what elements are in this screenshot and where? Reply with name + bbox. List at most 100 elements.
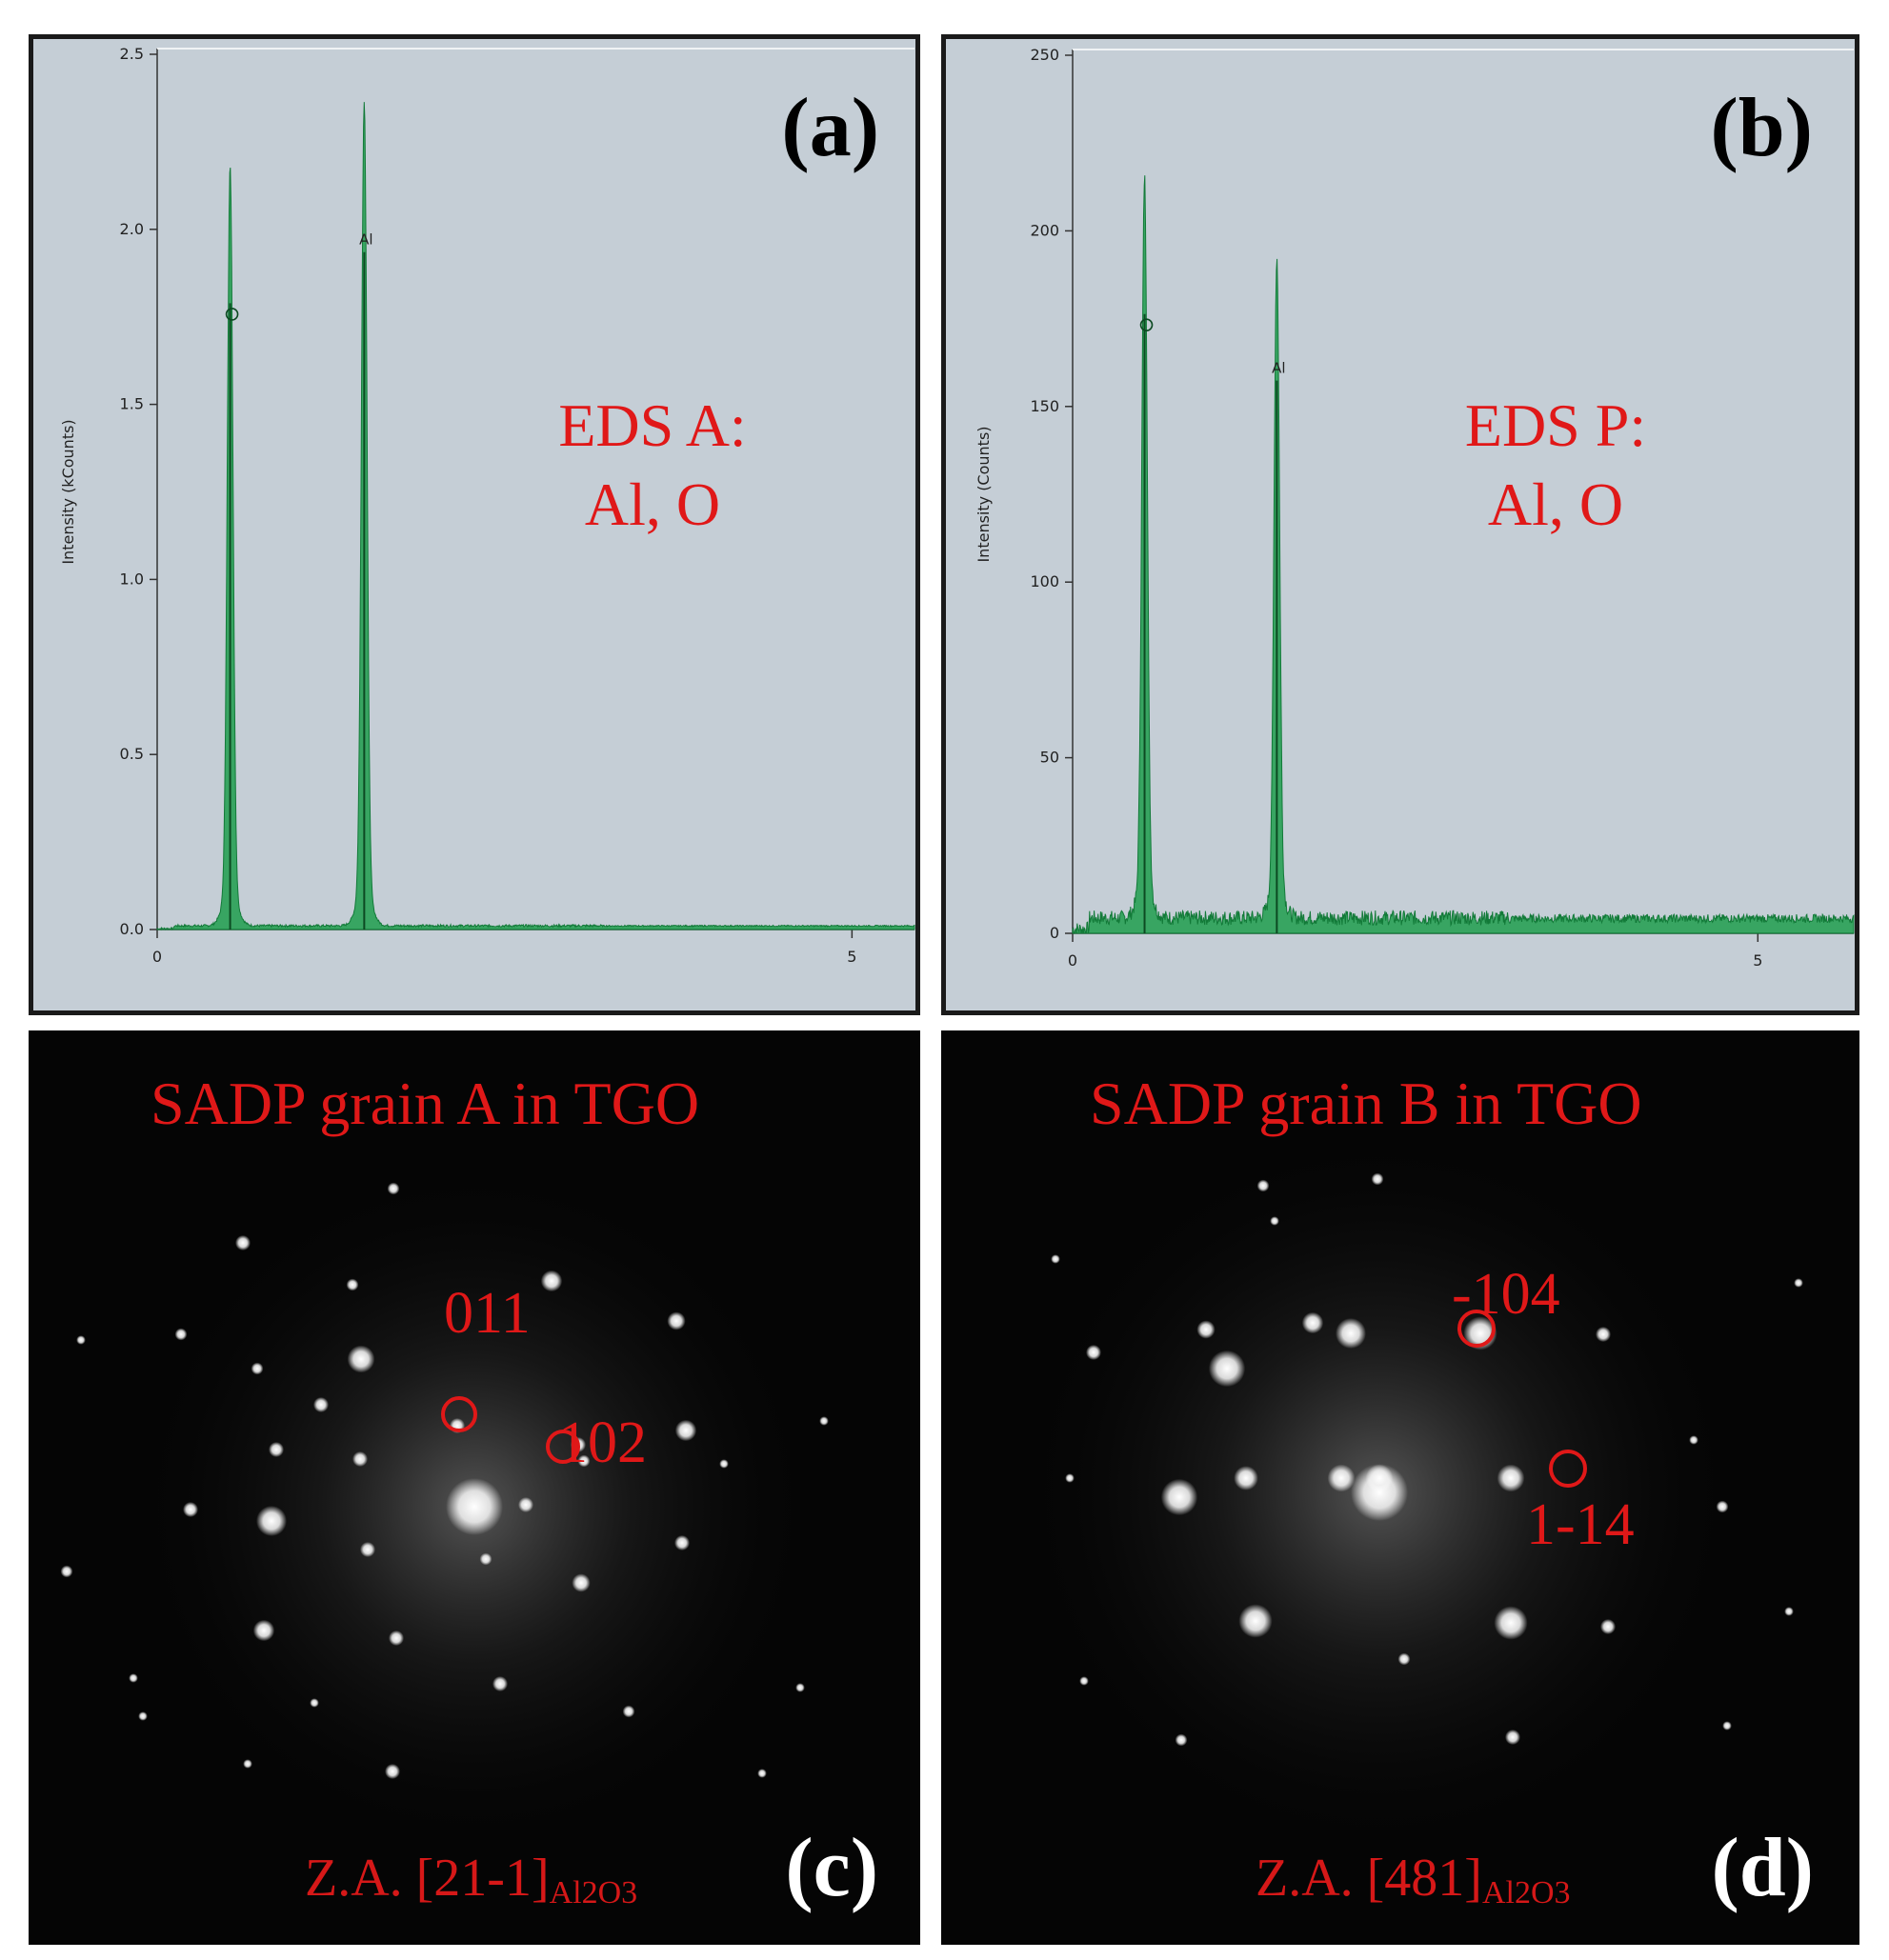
diffraction-spot <box>1086 1345 1101 1360</box>
diffraction-spot <box>129 1673 138 1683</box>
spot-label-1minus14: 1-14 <box>1526 1492 1635 1557</box>
diffraction-spot <box>256 1506 287 1536</box>
sadp-title-c: SADP grain A in TGO <box>151 1070 700 1137</box>
diffraction-spot <box>1505 1730 1520 1745</box>
spot-label-011: 011 <box>444 1281 531 1346</box>
diffraction-spot <box>243 1759 252 1769</box>
diffraction-spot <box>1716 1500 1729 1513</box>
diffraction-spot <box>1371 1172 1384 1186</box>
y-tick-label: 200 <box>1030 221 1059 239</box>
diffraction-spot <box>313 1397 329 1412</box>
diffraction-spot <box>174 1328 188 1341</box>
diffraction-pattern-c <box>60 1164 829 1850</box>
diffraction-spot <box>1336 1318 1366 1349</box>
diffraction-spot <box>1722 1721 1732 1730</box>
diffraction-spot <box>1784 1607 1794 1616</box>
y-tick-label: 0.0 <box>120 920 144 938</box>
zone-axis-c-text: Z.A. [21-1] <box>305 1849 550 1908</box>
diffraction-spot <box>1794 1278 1803 1288</box>
diffraction-spot <box>1494 1606 1528 1640</box>
diffraction-spot <box>674 1419 697 1442</box>
y-tick-label: 2.5 <box>120 45 144 63</box>
y-tick-label: 100 <box>1030 572 1059 590</box>
zone-axis-c-sub: Al2O3 <box>549 1875 638 1910</box>
indexed-spot-circle <box>546 1430 580 1464</box>
eds-chart-b: 0 50 100 150 200 250 0 5 Intensity (Counts) Al <box>975 46 1855 970</box>
diffraction-spot <box>1397 1652 1411 1666</box>
diffraction-spot <box>60 1565 73 1578</box>
x-tick-label: 5 <box>847 948 856 966</box>
diffraction-spot <box>1238 1604 1273 1638</box>
diffraction-spot <box>252 1619 275 1642</box>
diffraction-spot <box>1234 1466 1258 1490</box>
diffraction-spot <box>572 1573 591 1592</box>
diffraction-spot <box>667 1311 686 1330</box>
y-tick-label: 1.0 <box>120 570 144 588</box>
diffraction-spot <box>310 1698 319 1708</box>
panel-tag-b: (b) <box>1710 82 1813 174</box>
indexed-spot-circle <box>441 1396 477 1432</box>
diffraction-spot <box>183 1502 198 1517</box>
diffraction-spot <box>1196 1320 1216 1339</box>
diffraction-spot <box>577 1454 591 1468</box>
y-tick-label: 1.5 <box>120 395 144 413</box>
sadp-title-d: SADP grain B in TGO <box>1090 1070 1642 1137</box>
diffraction-spot <box>1175 1733 1188 1747</box>
y-axis-label: Intensity (Counts) <box>975 426 993 562</box>
peak-label-al: Al <box>359 231 372 249</box>
central-beam-spot <box>446 1478 503 1535</box>
diffraction-spot <box>1497 1464 1525 1492</box>
diffraction-spot <box>347 1345 375 1373</box>
y-tick-label: 250 <box>1030 46 1059 64</box>
spectrum-series <box>156 102 915 931</box>
diffraction-spot <box>674 1535 690 1550</box>
x-tick-label: 0 <box>152 948 162 966</box>
eds-chart-a: 0.0 0.5 1.0 1.5 2.0 2.5 0 5 Intensity (kCounts) A… <box>59 45 915 966</box>
diffraction-spot <box>1689 1435 1698 1445</box>
y-tick-label: 0.5 <box>120 745 144 763</box>
diffraction-spot <box>1327 1464 1356 1492</box>
peak-marker-o <box>225 308 239 321</box>
indexed-spot-circle <box>1457 1310 1496 1348</box>
diffraction-spot <box>540 1270 563 1292</box>
diffraction-spot <box>346 1278 359 1291</box>
diffraction-spot <box>1365 1464 1394 1492</box>
diffraction-spot <box>1270 1216 1279 1226</box>
y-tick-label: 150 <box>1030 397 1059 415</box>
diffraction-spot <box>819 1416 829 1426</box>
indexed-spot-circle <box>1549 1450 1587 1488</box>
diffraction-spot <box>492 1676 508 1691</box>
diffraction-spot <box>387 1182 400 1195</box>
eds-note-a: EDS A: Al, O <box>558 391 747 539</box>
diffraction-spot <box>1051 1254 1060 1264</box>
y-tick-label: 2.0 <box>120 220 144 238</box>
x-tick-label: 0 <box>1068 951 1077 970</box>
y-axis-label: Intensity (kCounts) <box>59 419 77 564</box>
diffraction-spot <box>1208 1350 1246 1388</box>
central-beam-spot <box>1351 1464 1408 1521</box>
diffraction-spot <box>795 1683 805 1692</box>
panel-tag-a: (a) <box>781 82 879 174</box>
diffraction-spot <box>622 1705 635 1718</box>
zone-axis-d: Z.A. [481]Al2O3 <box>1256 1848 1571 1911</box>
diffraction-spot <box>76 1335 86 1345</box>
diffraction-spot <box>251 1362 264 1375</box>
sadp-panel-c: SADP grain A in TGO 011 102 Z.A. [21-1]A… <box>29 1030 920 1945</box>
eds-panel-a: 0.0 0.5 1.0 1.5 2.0 2.5 0 5 Intensity (kCounts) A… <box>29 34 920 1015</box>
spot-label-102: 102 <box>558 1410 647 1475</box>
diffraction-spot <box>389 1630 404 1646</box>
diffraction-spot <box>719 1459 729 1469</box>
diffraction-spot <box>518 1497 533 1512</box>
spectrum-series <box>1072 175 1855 934</box>
diffraction-spot <box>385 1764 400 1779</box>
zone-axis-d-sub: Al2O3 <box>1481 1875 1571 1910</box>
diffraction-spot <box>1160 1478 1198 1516</box>
diffraction-spot <box>352 1451 368 1467</box>
eds-note-b: EDS P: Al, O <box>1464 391 1647 539</box>
diffraction-spot <box>269 1442 284 1457</box>
peak-label-al: Al <box>1272 360 1285 377</box>
diffraction-spot <box>1600 1619 1616 1634</box>
zone-axis-d-text: Z.A. [481] <box>1256 1849 1482 1908</box>
diffraction-spot <box>1065 1473 1075 1483</box>
diffraction-spot <box>1596 1327 1611 1342</box>
